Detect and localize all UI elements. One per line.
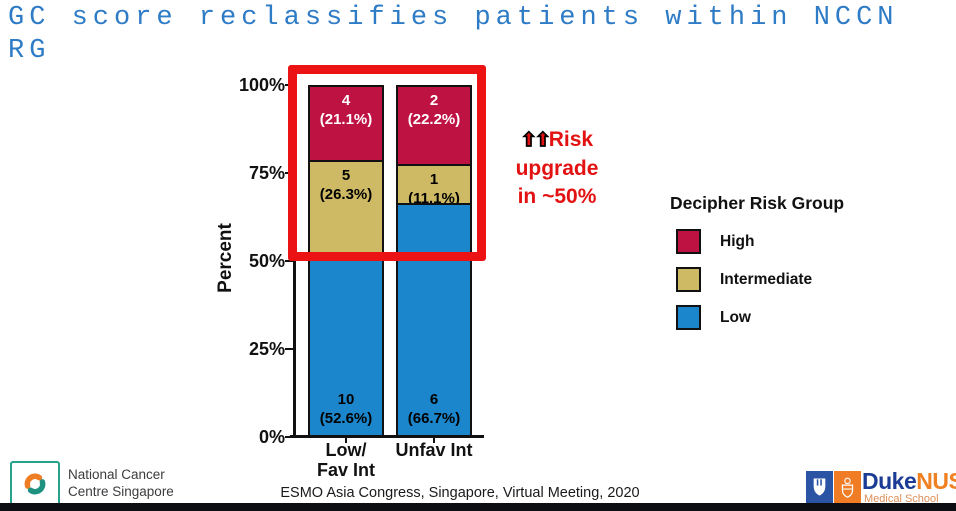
page-title-line1: GC score reclassifies patients within NC… (8, 3, 899, 33)
segment-count: 6 (429, 390, 439, 408)
dukenus-wordmark: DukeNUS (862, 468, 956, 495)
x-tick-mark (344, 438, 348, 443)
bar-segment-intermediate: 1 (11.1%) (398, 164, 470, 203)
duke-shield-icon (806, 471, 833, 504)
bar-segment-high: 2 (22.2%) (398, 87, 470, 165)
x-category-label: Unfav Int (395, 440, 473, 460)
y-tick-mark (285, 259, 294, 263)
bar-segment-low: 10 (52.6%) (310, 251, 382, 435)
legend-label: Intermediate (720, 270, 813, 288)
bottom-bar (0, 503, 956, 511)
up-arrow-icon: ⬆ (534, 130, 551, 152)
nccs-logo-text: National Cancer Centre Singapore (68, 467, 174, 500)
x-axis-line (290, 435, 484, 438)
dukenus-logo (806, 471, 861, 504)
x-category-label: Low/Fav Int (316, 440, 375, 480)
annotation-line-2: upgrade (515, 157, 599, 180)
legend-item-low: Low (670, 305, 940, 330)
nccs-swirl-icon (10, 461, 60, 506)
y-tick-label: 0% (258, 427, 285, 447)
stacked-bar: 2 (22.2%) 1 (11.1%) 6 (66.7%) (396, 85, 472, 437)
y-tick-label: 100% (238, 75, 285, 95)
dukenus-subtitle: Medical School (864, 493, 939, 505)
nus-text: NUS (916, 468, 956, 494)
footer-caption: ESMO Asia Congress, Singapore, Virtual M… (280, 485, 640, 501)
segment-count: 10 (337, 390, 355, 408)
annotation-line-3: in ~50% (517, 185, 597, 208)
segment-percent: (22.2%) (407, 111, 461, 128)
y-tick-mark (285, 435, 294, 439)
legend-title: Decipher Risk Group (670, 193, 845, 213)
legend-label: Low (720, 308, 751, 326)
segment-percent: (11.1%) (408, 190, 460, 203)
nccs-line2: Centre Singapore (68, 483, 174, 499)
up-arrow-icon: ⬆ (520, 130, 537, 152)
page-title: GC score reclassifies patients within NC… (8, 2, 899, 68)
annotation-line-1: ⬆⬆Risk (494, 126, 620, 155)
y-tick-label: 75% (248, 163, 285, 183)
risk-upgrade-annotation: ⬆⬆Risk upgrade in ~50% (494, 126, 620, 211)
legend-swatch-intermediate (676, 267, 701, 292)
legend: Decipher Risk Group High Intermediate Low (670, 193, 940, 343)
y-axis-line (293, 85, 296, 437)
segment-percent: (52.6%) (319, 409, 373, 427)
legend-item-intermediate: Intermediate (670, 267, 940, 292)
page-title-line2: RG (8, 36, 51, 66)
bar-segment-low: 6 (66.7%) (398, 202, 470, 435)
y-tick-label: 25% (248, 339, 285, 359)
y-tick-mark (285, 347, 294, 351)
bars-layer: 4 (21.1%) 5 (26.3%) 10 (52.6%) 2 (22.2%) 1 (11.1%… (295, 85, 485, 437)
y-tick-label: 50% (248, 251, 285, 271)
nccs-logo: National Cancer Centre Singapore (10, 461, 174, 506)
legend-swatch-low (676, 305, 701, 330)
legend-items: High Intermediate Low (670, 229, 940, 330)
highlight-box (288, 65, 486, 261)
legend-swatch-high (676, 229, 701, 254)
bar-segment-intermediate: 5 (26.3%) (310, 160, 382, 252)
nccs-line1: National Cancer (68, 467, 165, 482)
x-tick-mark (432, 438, 436, 443)
segment-percent: (66.7%) (407, 409, 461, 427)
segment-count: 2 (429, 92, 439, 109)
segment-percent: (26.3%) (319, 186, 373, 204)
nus-crest-icon (834, 471, 861, 504)
segment-percent: (21.1%) (319, 111, 373, 128)
stacked-bar: 4 (21.1%) 5 (26.3%) 10 (52.6%) (308, 85, 384, 437)
legend-label: High (720, 232, 755, 250)
segment-count: 5 (341, 167, 351, 185)
legend-item-high: High (670, 229, 940, 254)
annotation-text: Risk (548, 128, 594, 151)
duke-text: Duke (862, 468, 917, 494)
bar-segment-high: 4 (21.1%) (310, 87, 382, 161)
segment-count: 1 (429, 171, 439, 189)
segment-count: 4 (341, 92, 351, 109)
